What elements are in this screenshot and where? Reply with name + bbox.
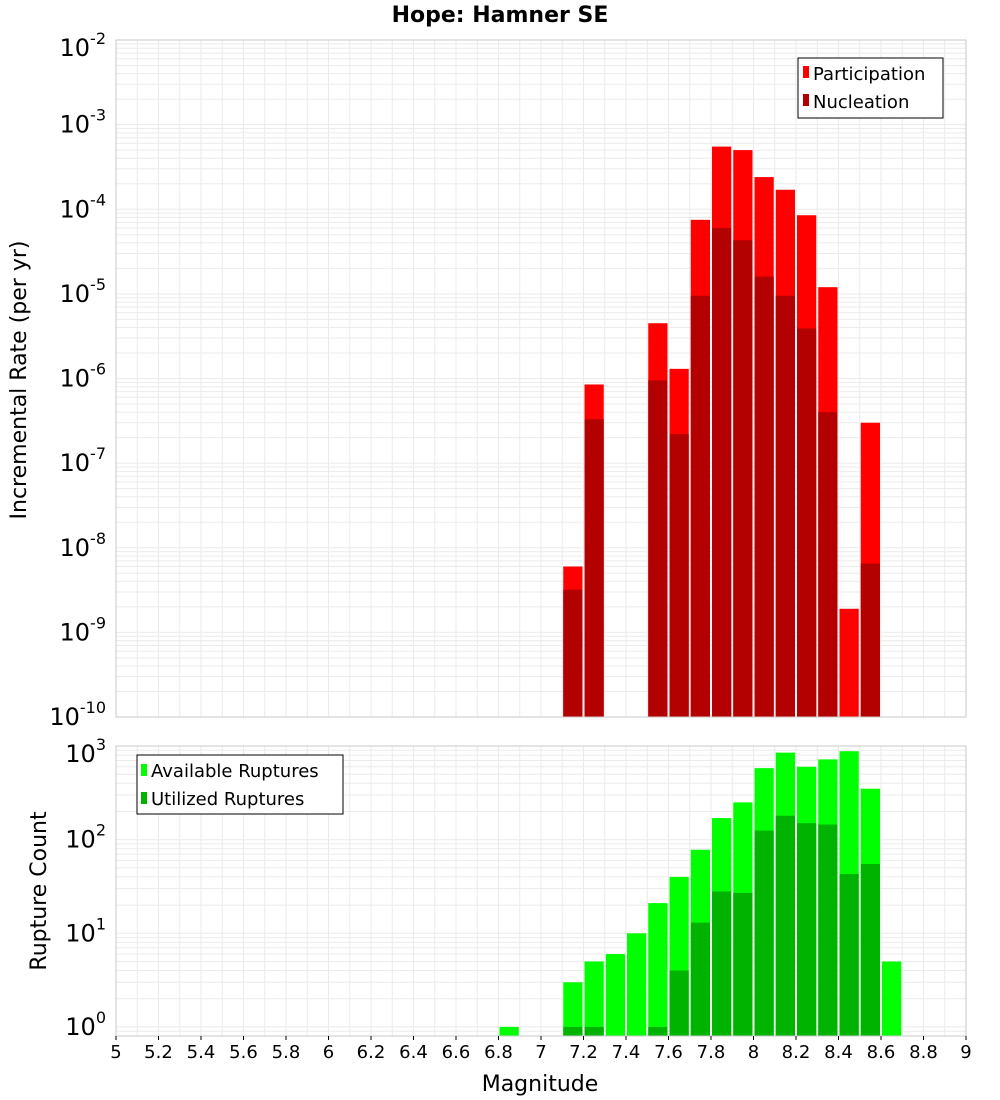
legend-swatch-utilized-ruptures [141, 792, 147, 804]
bar-utilized-ruptures [563, 1026, 583, 1036]
x-tick-label: 6.4 [399, 1042, 428, 1063]
x-tick-label: 5.4 [187, 1042, 216, 1063]
bar-utilized-ruptures [690, 922, 710, 1036]
x-tick-label: 7.4 [612, 1042, 641, 1063]
x-tick-labels: 5 5.2 5.4 5.6 5.8 6 6.2 6.4 6.6 6.8 7 7.2 7.4 7.6 7.8 8… [110, 1036, 972, 1063]
bar-available-ruptures [563, 982, 583, 1036]
bar-utilized-ruptures [775, 815, 795, 1036]
bar-available-ruptures [627, 933, 647, 1036]
top-bars [563, 146, 880, 717]
y-tick-label: 101 [65, 914, 106, 947]
bar-available-ruptures [499, 1026, 519, 1036]
y-tick-label: 100 [65, 1008, 106, 1041]
bar-nucleation [797, 328, 817, 717]
bar-utilized-ruptures [648, 1026, 668, 1036]
x-tick-label: 7.6 [654, 1042, 683, 1063]
y-tick-label: 102 [65, 821, 106, 854]
bar-utilized-ruptures [712, 891, 732, 1036]
x-tick-label: 6.6 [442, 1042, 471, 1063]
x-tick-label: 5.8 [272, 1042, 301, 1063]
bar-available-ruptures [605, 954, 625, 1036]
bar-nucleation [690, 295, 710, 717]
legend-label-available-ruptures: Available Ruptures [151, 761, 319, 782]
legend-label-utilized-ruptures: Utilized Ruptures [151, 789, 304, 810]
bar-available-ruptures [648, 903, 668, 1036]
x-tick-label: 7.2 [569, 1042, 598, 1063]
bar-utilized-ruptures [818, 824, 838, 1036]
bar-nucleation [754, 276, 774, 717]
bar-nucleation [584, 419, 604, 717]
top-panel: 10-2 10-3 10-4 10-5 10-6 10-7 10-8 10-9 10-10 In… [7, 29, 967, 731]
bar-utilized-ruptures [839, 873, 859, 1036]
bar-available-ruptures [584, 961, 604, 1036]
bar-nucleation [860, 563, 880, 717]
bar-nucleation [775, 295, 795, 717]
bar-utilized-ruptures [669, 970, 689, 1036]
x-tick-label: 6 [323, 1042, 334, 1063]
bar-nucleation [733, 240, 753, 717]
x-tick-label: 8.2 [782, 1042, 811, 1063]
y-tick-label: 10-8 [60, 529, 107, 562]
top-legend-box [797, 57, 944, 119]
legend-label-participation: Participation [813, 64, 925, 85]
legend-swatch-participation [803, 66, 809, 78]
y-tick-label: 103 [65, 735, 106, 768]
y-tick-label: 10-5 [60, 275, 107, 308]
top-legend: Participation Nucleation [797, 57, 944, 119]
bar-nucleation [818, 412, 838, 717]
y-tick-label: 10-7 [60, 444, 107, 477]
y-tick-label: 10-6 [60, 360, 107, 393]
legend-label-nucleation: Nucleation [813, 92, 909, 113]
y-tick-label: 10-10 [49, 698, 106, 731]
x-tick-label: 7 [535, 1042, 546, 1063]
x-tick-label: 6.8 [484, 1042, 513, 1063]
y-tick-label: 10-2 [60, 29, 107, 62]
top-y-tick-labels: 10-2 10-3 10-4 10-5 10-6 10-7 10-8 10-9 10-10 [49, 29, 106, 731]
bar-utilized-ruptures [797, 823, 817, 1036]
y-tick-label: 10-9 [60, 613, 107, 646]
top-y-axis-label: Incremental Rate (per yr) [7, 241, 32, 520]
bottom-y-tick-labels: 103 102 101 100 [65, 735, 106, 1041]
x-tick-label: 8.6 [867, 1042, 896, 1063]
y-tick-label: 10-3 [60, 106, 107, 139]
bar-utilized-ruptures [584, 1026, 604, 1036]
bottom-legend-box [136, 754, 344, 815]
bar-nucleation [648, 380, 668, 717]
bar-available-ruptures [882, 961, 902, 1036]
x-tick-label: 6.2 [357, 1042, 386, 1063]
bar-utilized-ruptures [754, 830, 774, 1036]
x-tick-label: 8.8 [909, 1042, 938, 1063]
bottom-y-axis-label: Rupture Count [27, 811, 52, 971]
legend-swatch-available-ruptures [141, 764, 147, 776]
x-tick-label: 5 [110, 1042, 121, 1063]
bar-participation [839, 608, 859, 717]
x-tick-label: 9 [960, 1042, 971, 1063]
bar-nucleation [669, 434, 689, 717]
bottom-bars [499, 751, 902, 1036]
top-gridlines [116, 40, 966, 717]
chart-title: Hope: Hamner SE [392, 3, 609, 28]
x-tick-label: 7.8 [697, 1042, 726, 1063]
x-tick-label: 5.2 [144, 1042, 173, 1063]
top-plot-frame [115, 39, 967, 718]
x-axis-label: Magnitude [482, 1072, 599, 1097]
x-tick-label: 8 [748, 1042, 759, 1063]
y-tick-label: 10-4 [60, 190, 107, 223]
x-tick-label: 8.4 [824, 1042, 853, 1063]
bar-utilized-ruptures [733, 892, 753, 1036]
bottom-panel: 103 102 101 100 5 5.2 5.4 5.6 5.8 6 6.2 6.4 6.6 6.8 7… [27, 735, 972, 1097]
bar-nucleation [712, 228, 732, 717]
x-tick-label: 5.6 [229, 1042, 258, 1063]
bar-utilized-ruptures [860, 863, 880, 1036]
legend-swatch-nucleation [803, 94, 809, 106]
bottom-legend: Available Ruptures Utilized Ruptures [136, 754, 344, 815]
bar-nucleation [563, 589, 583, 717]
